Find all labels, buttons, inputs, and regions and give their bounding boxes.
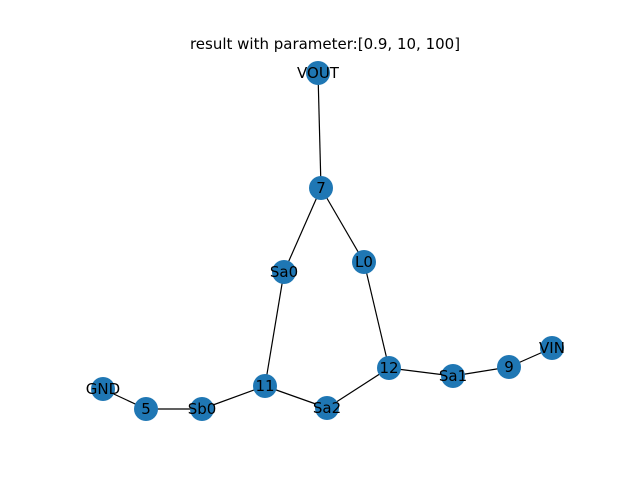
node-Sb0: Sb0	[188, 397, 217, 421]
node-7: 7	[309, 176, 333, 200]
node-Sa2: Sa2	[313, 396, 341, 420]
nodes-layer: VOUT 7 Sa0 L0 12 Sa1 9 VIN 11 Sa2 Sb0 5 GND	[86, 61, 565, 421]
node-L0: L0	[352, 250, 376, 274]
node-circle-VOUT	[306, 61, 330, 85]
node-circle-Sa2	[315, 396, 339, 420]
node-circle-5	[134, 397, 158, 421]
node-Sa1: Sa1	[439, 364, 467, 388]
node-label-Sa2: Sa2	[313, 399, 341, 417]
node-circle-7	[309, 176, 333, 200]
edge-12-Sa2	[326, 367, 390, 409]
edge-L0-12	[363, 261, 390, 369]
node-circle-GND	[91, 377, 115, 401]
node-label-12: 12	[379, 359, 398, 377]
node-circle-Sa0	[272, 260, 296, 284]
node-12: 12	[377, 356, 401, 380]
node-label-VIN: VIN	[539, 339, 565, 357]
edges-layer	[102, 72, 553, 410]
edge-Sa0-11	[264, 271, 285, 387]
edge-7-Sa0	[283, 187, 322, 273]
node-circle-9	[497, 355, 521, 379]
edge-VOUT-7	[317, 72, 322, 189]
node-VIN: VIN	[539, 336, 565, 360]
node-circle-Sa1	[441, 364, 465, 388]
node-label-11: 11	[255, 377, 274, 395]
node-5: 5	[134, 397, 158, 421]
node-label-L0: L0	[355, 253, 373, 271]
node-9: 9	[497, 355, 521, 379]
node-label-5: 5	[141, 400, 151, 418]
node-circle-VIN	[540, 336, 564, 360]
edge-7-L0	[320, 187, 365, 263]
node-Sa0: Sa0	[270, 260, 298, 284]
node-label-Sb0: Sb0	[188, 400, 217, 418]
node-label-Sa0: Sa0	[270, 263, 298, 281]
node-circle-Sb0	[190, 397, 214, 421]
node-label-VOUT: VOUT	[297, 64, 340, 82]
node-label-GND: GND	[86, 380, 120, 398]
node-VOUT: VOUT	[297, 61, 340, 85]
graph-title: result with parameter:[0.9, 10, 100]	[190, 35, 460, 53]
node-circle-12	[377, 356, 401, 380]
node-label-Sa1: Sa1	[439, 367, 467, 385]
node-label-7: 7	[316, 179, 326, 197]
node-circle-L0	[352, 250, 376, 274]
node-label-9: 9	[504, 358, 514, 376]
node-circle-11	[253, 374, 277, 398]
node-11: 11	[253, 374, 277, 398]
node-GND: GND	[86, 377, 120, 401]
